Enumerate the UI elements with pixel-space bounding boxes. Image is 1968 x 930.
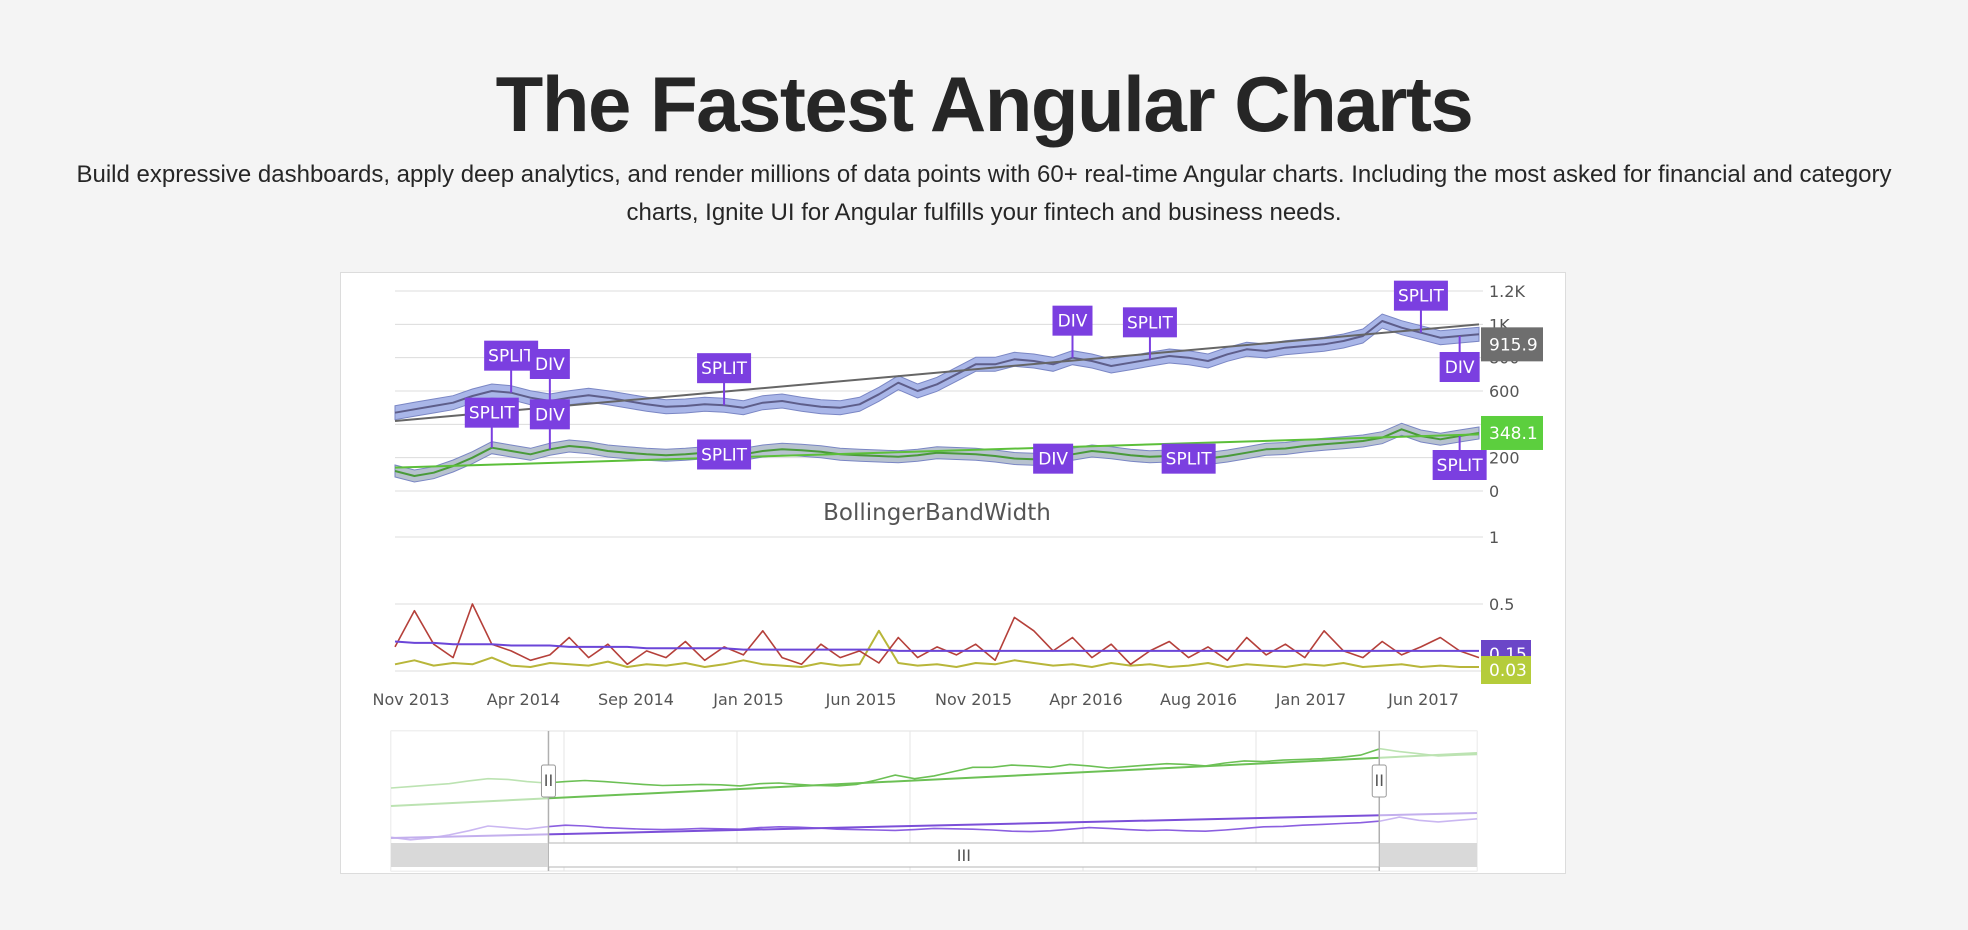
indicator-y-tick-label: 1 (1489, 528, 1499, 547)
event-tag-div[interactable] (1439, 352, 1480, 382)
event-tag-label: SPLIT (701, 446, 748, 466)
price-y-tick-label: 0 (1489, 482, 1499, 501)
x-axis-tick-label: Apr 2016 (1049, 690, 1122, 709)
last-value-badge-green (1481, 415, 1543, 450)
page-title: The Fastest Angular Charts (495, 60, 1474, 148)
price-y-tick-label: 1.2K (1489, 282, 1525, 301)
bbw-purple-line (394, 640, 1479, 652)
event-tag-split[interactable] (697, 439, 752, 470)
x-axis-tick-label: Nov 2015 (935, 690, 1012, 709)
green-trend-line (394, 433, 1480, 469)
hero-section: The Fastest Angular Charts Build express… (0, 0, 1968, 232)
event-tag-label: SPLIT (469, 404, 516, 424)
last-value-badge-bbw-yellow (1481, 656, 1531, 684)
event-tag-div[interactable] (529, 349, 570, 379)
event-tag-label: SPLIT (701, 359, 748, 379)
price-series-line (394, 320, 1480, 414)
navigator-purple-line (390, 816, 1478, 841)
x-axis-tick-label: Apr 2014 (487, 690, 560, 709)
price-bollinger-band (394, 313, 1480, 421)
event-tag-label: SPLIT (1166, 450, 1213, 470)
event-tag-label: DIV (1445, 358, 1475, 378)
event-tag-split[interactable] (1432, 450, 1487, 480)
navigator-left-grip[interactable] (540, 764, 556, 798)
price-y-tick-label: 200 (1489, 449, 1520, 468)
indicator-panel-title: BollingerBandWidth (823, 500, 1051, 526)
last-value-badge-price-label: 915.9 (1489, 335, 1538, 355)
indicator-y-tick-label: 0.5 (1489, 595, 1514, 614)
financial-chart[interactable]: 1.2K1K8006004002000SPLITDIVSPLITDIVSPLIT… (341, 273, 1565, 873)
event-tag-div[interactable] (1052, 305, 1093, 336)
bbw-red-line (394, 603, 1480, 666)
navigator-grip-label: II (1375, 771, 1384, 790)
financial-chart-card[interactable]: 1.2K1K8006004002000SPLITDIVSPLITDIVSPLIT… (340, 272, 1566, 874)
event-tag-div[interactable] (529, 399, 570, 430)
navigator-scrollbar-thumb[interactable] (547, 842, 1380, 868)
event-tag-label: SPLIT (1398, 287, 1445, 307)
event-tag-label: DIV (535, 405, 565, 425)
event-tag-label: DIV (535, 355, 565, 375)
navigator-grip-label: II (544, 771, 553, 790)
event-tag-split[interactable] (464, 397, 519, 428)
event-tag-label: DIV (1058, 312, 1088, 332)
last-value-badge-green-label: 348.1 (1489, 424, 1538, 444)
event-tag-split[interactable] (484, 340, 539, 371)
x-axis-tick-label: Jun 2015 (825, 690, 897, 709)
event-tag-label: SPLIT (1127, 313, 1174, 333)
event-tag-split[interactable] (1393, 280, 1448, 311)
x-axis-tick-label: Jun 2017 (1387, 690, 1459, 709)
navigator-right-grip[interactable] (1371, 764, 1387, 798)
price-y-tick-label: 600 (1489, 382, 1520, 401)
x-axis-tick-label: Jan 2017 (1275, 690, 1346, 709)
event-tag-label: SPLIT (1437, 456, 1484, 476)
navigator-scrollbar-handle-label: III (957, 846, 971, 865)
event-tag-split[interactable] (1161, 443, 1216, 474)
x-axis-tick-label: Jan 2015 (712, 690, 783, 709)
bbw-yellow-line (394, 629, 1479, 668)
event-tag-div[interactable] (1033, 443, 1074, 474)
x-axis-tick-label: Aug 2016 (1160, 690, 1237, 709)
last-value-badge-bbw-yellow-label: 0.03 (1489, 661, 1527, 681)
navigator-green-trend (390, 752, 1478, 807)
navigator-purple-trend (390, 812, 1478, 839)
x-axis-tick-label: Sep 2014 (598, 690, 674, 709)
last-value-badge-price (1481, 327, 1543, 362)
event-tag-label: SPLIT (488, 347, 535, 367)
event-tag-label: DIV (1038, 450, 1068, 470)
event-tag-split[interactable] (697, 353, 752, 384)
x-axis-tick-label: Nov 2013 (372, 690, 449, 709)
price-trend-line (394, 323, 1480, 422)
green-series-line (394, 428, 1480, 477)
page-subtitle: Build expressive dashboards, apply deep … (76, 161, 1892, 226)
navigator-green-line (390, 747, 1478, 789)
event-tag-split[interactable] (1122, 307, 1177, 338)
